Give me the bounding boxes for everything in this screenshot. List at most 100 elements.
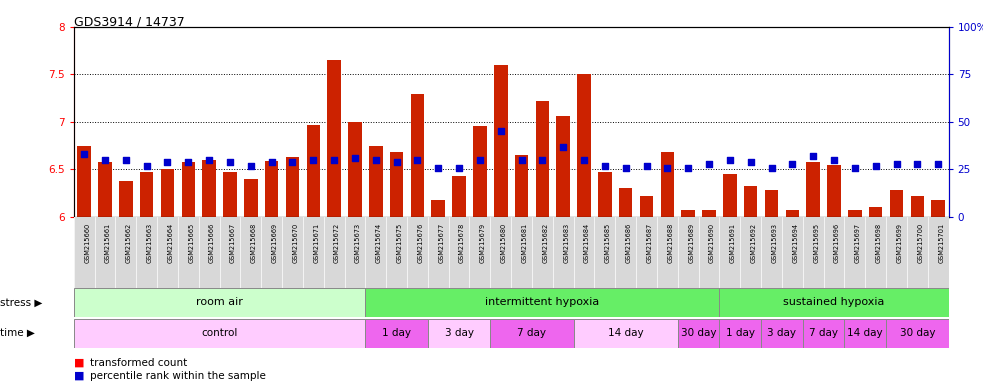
Text: GSM215676: GSM215676 [418, 223, 424, 263]
Point [306, 157, 321, 163]
Text: GSM215678: GSM215678 [459, 223, 465, 263]
Point [930, 161, 946, 167]
Point [284, 159, 300, 165]
Text: GSM215687: GSM215687 [647, 223, 653, 263]
Text: GSM215699: GSM215699 [896, 223, 902, 263]
Point [889, 161, 904, 167]
Point [202, 157, 217, 163]
Point [722, 157, 737, 163]
Point [555, 144, 571, 150]
Bar [140, 172, 153, 217]
Bar [803, 319, 844, 348]
Bar [720, 288, 949, 317]
Text: GSM215674: GSM215674 [376, 223, 381, 263]
Bar [661, 152, 674, 217]
Bar [264, 161, 278, 217]
Bar [74, 319, 366, 348]
Text: sustained hypoxia: sustained hypoxia [783, 297, 885, 308]
Bar [640, 196, 654, 217]
Bar [98, 162, 112, 217]
Text: 1 day: 1 day [725, 328, 755, 338]
Text: stress ▶: stress ▶ [0, 297, 42, 308]
Point [388, 159, 404, 165]
Bar [366, 288, 720, 317]
Bar [932, 200, 945, 217]
Text: GSM215698: GSM215698 [876, 223, 882, 263]
Bar [785, 210, 799, 217]
Text: transformed count: transformed count [90, 358, 188, 368]
Bar [681, 210, 695, 217]
Point [451, 164, 467, 170]
Bar [536, 101, 549, 217]
Bar [494, 65, 507, 217]
Bar [244, 179, 258, 217]
Bar [744, 185, 758, 217]
Bar [366, 319, 428, 348]
Bar [848, 210, 862, 217]
Point [618, 164, 634, 170]
Text: 14 day: 14 day [607, 328, 644, 338]
Text: GSM215666: GSM215666 [209, 223, 215, 263]
Point [764, 164, 780, 170]
Text: 1 day: 1 day [382, 328, 411, 338]
Point [118, 157, 134, 163]
Text: GSM215660: GSM215660 [85, 223, 90, 263]
Text: GSM215690: GSM215690 [709, 223, 715, 263]
Bar [452, 176, 466, 217]
Bar [390, 152, 403, 217]
Point [826, 157, 841, 163]
Bar [119, 181, 133, 217]
Bar [307, 125, 320, 217]
Bar [223, 172, 237, 217]
Point [159, 159, 175, 165]
Bar [806, 162, 820, 217]
Point [181, 159, 197, 165]
Bar [327, 60, 341, 217]
Text: control: control [202, 328, 238, 338]
Bar [74, 288, 366, 317]
Text: GSM215691: GSM215691 [729, 223, 736, 263]
Text: GSM215665: GSM215665 [189, 223, 195, 263]
Point [77, 151, 92, 157]
Text: 30 day: 30 day [681, 328, 717, 338]
Bar [78, 146, 90, 217]
Text: GSM215694: GSM215694 [792, 223, 798, 263]
Bar [720, 319, 761, 348]
Text: GSM215661: GSM215661 [105, 223, 111, 263]
Text: GSM215667: GSM215667 [230, 223, 236, 263]
Text: GSM215689: GSM215689 [688, 223, 694, 263]
Bar [160, 169, 174, 217]
Text: GSM215680: GSM215680 [500, 223, 507, 263]
Text: GSM215696: GSM215696 [834, 223, 840, 263]
Text: GSM215669: GSM215669 [271, 223, 277, 263]
Point [263, 159, 279, 165]
Text: GSM215672: GSM215672 [334, 223, 340, 263]
Text: 7 day: 7 day [517, 328, 547, 338]
Point [535, 157, 550, 163]
Point [410, 157, 426, 163]
Bar [886, 319, 949, 348]
Text: GSM215697: GSM215697 [855, 223, 861, 263]
Point [784, 161, 800, 167]
Text: GSM215675: GSM215675 [396, 223, 403, 263]
Text: GSM215663: GSM215663 [146, 223, 152, 263]
Point [868, 162, 884, 169]
Bar [348, 122, 362, 217]
Bar [890, 190, 903, 217]
Text: GSM215688: GSM215688 [667, 223, 673, 263]
Bar [286, 157, 299, 217]
Text: GSM215684: GSM215684 [584, 223, 590, 263]
Bar [702, 210, 716, 217]
Bar [574, 319, 678, 348]
Point [326, 157, 342, 163]
Point [805, 153, 821, 159]
Bar [515, 155, 528, 217]
Text: GSM215681: GSM215681 [522, 223, 528, 263]
Point [680, 164, 696, 170]
Point [492, 128, 508, 134]
Bar [577, 74, 591, 217]
Text: 3 day: 3 day [768, 328, 796, 338]
Point [701, 161, 717, 167]
Bar [428, 319, 491, 348]
Text: room air: room air [196, 297, 243, 308]
